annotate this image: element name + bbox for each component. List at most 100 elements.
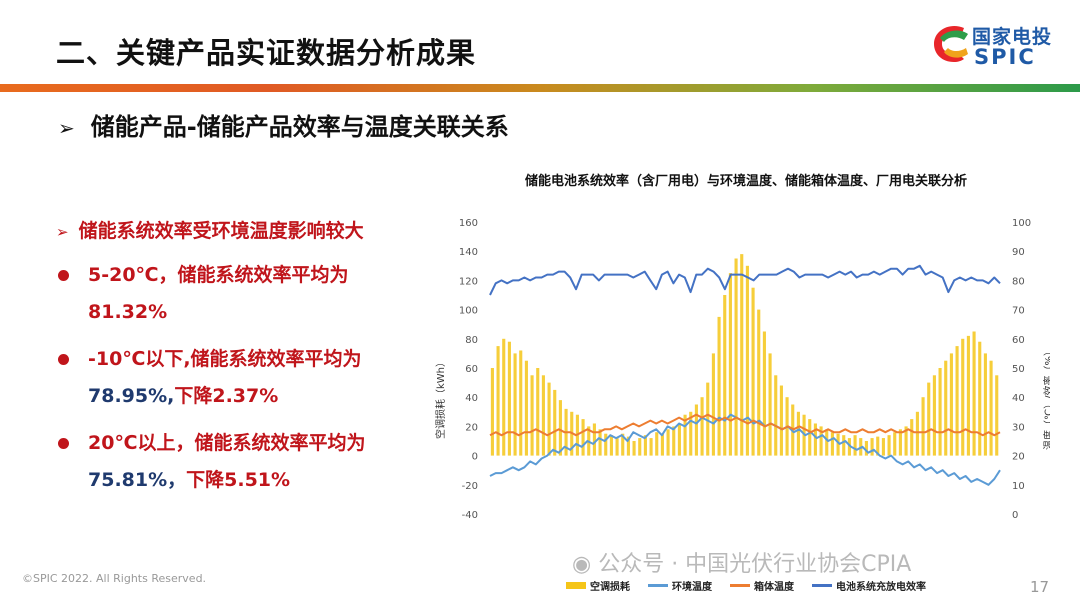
bullet-heading-text: 储能系统效率受环境温度影响较大 — [78, 220, 364, 242]
bar — [609, 435, 613, 456]
bar — [502, 338, 506, 456]
bar — [621, 433, 625, 456]
y-tick-label: -40 — [462, 510, 478, 521]
legend-label: 箱体温度 — [754, 582, 794, 593]
bar — [768, 353, 772, 456]
bar — [524, 360, 528, 456]
copyright: ©SPIC 2022. All Rights Reserved. — [22, 572, 207, 585]
y-tick-label: 20 — [465, 422, 478, 433]
y2-tick-label: 40 — [1012, 393, 1025, 404]
legend-item: 环境温度 — [648, 578, 712, 593]
bar — [706, 382, 710, 456]
bar — [825, 429, 829, 456]
bar — [581, 419, 585, 456]
bar — [955, 346, 959, 456]
bar — [870, 438, 874, 456]
legend-swatch — [730, 584, 750, 587]
bar — [904, 426, 908, 456]
bar — [638, 438, 642, 456]
y2-tick-label: 10 — [1012, 481, 1025, 492]
subtitle-text: 储能产品-储能产品效率与温度关联关系 — [90, 113, 509, 141]
cabinet-temperature-line — [489, 413, 1001, 437]
bar — [490, 368, 494, 456]
bar — [830, 432, 834, 456]
y2-tick-label: 30 — [1012, 422, 1025, 433]
bar — [694, 404, 698, 456]
bar — [519, 350, 523, 456]
bar — [944, 360, 948, 456]
bar — [921, 397, 925, 456]
bar — [927, 382, 931, 456]
bar — [643, 435, 647, 456]
legend-swatch — [648, 584, 668, 587]
bar — [881, 438, 885, 456]
bar — [507, 341, 511, 456]
page-title: 二、关键产品实证数据分析成果 — [56, 36, 477, 70]
dot-bullet-icon — [58, 438, 69, 449]
y-tick-label: 40 — [465, 393, 478, 404]
y-axis-label: 空调损耗（kWh） — [434, 357, 447, 439]
y-tick-label: 0 — [472, 452, 478, 463]
bar — [666, 429, 670, 456]
page-number: 17 — [1030, 578, 1050, 596]
bar — [547, 382, 551, 456]
bar — [689, 411, 693, 456]
bar — [700, 397, 704, 456]
dot-bullet-icon — [58, 270, 69, 281]
bar — [740, 254, 744, 456]
spic-logo: 国家电投 SPIC — [928, 20, 1058, 70]
arrow-bullet-icon: ➢ — [56, 223, 69, 241]
legend-label: 环境温度 — [672, 582, 712, 593]
bar — [910, 419, 914, 456]
legend-item: 空调损耗 — [566, 578, 630, 593]
efficiency-line — [489, 264, 1001, 296]
dot-bullet-icon — [58, 354, 69, 365]
bar — [836, 433, 840, 456]
bar — [530, 375, 534, 456]
y2-tick-label: 20 — [1012, 452, 1025, 463]
bar — [779, 385, 783, 456]
y-tick-label: 100 — [459, 306, 478, 317]
y2-tick-label: 90 — [1012, 247, 1025, 258]
y2-tick-label: 70 — [1012, 306, 1025, 317]
bullet-text: 20℃以上，储能系统效率平均为 — [88, 432, 366, 454]
bar — [893, 432, 897, 456]
bar — [757, 309, 761, 456]
wechat-icon: ◉ — [572, 552, 592, 577]
bar — [558, 400, 562, 456]
legend-item: 箱体温度 — [730, 578, 794, 593]
y-tick-label: -20 — [462, 481, 478, 492]
legend-item: 电池系统充放电效率 — [812, 578, 926, 593]
bar — [949, 353, 953, 456]
bar — [723, 295, 727, 456]
bar — [649, 438, 653, 456]
bar — [774, 375, 778, 456]
y-tick-label: 60 — [465, 364, 478, 375]
bullet-item: -10℃以下,储能系统效率平均为 78.95%,下降2.37% — [56, 341, 436, 415]
efficiency-temperature-chart: -40 -20 0 20 40 60 80 100 120 140 160 0 10 20 30 40 50 60… — [434, 218, 1050, 521]
bar — [842, 435, 846, 456]
bar — [513, 353, 517, 456]
bar — [745, 265, 749, 456]
bar — [762, 331, 766, 456]
logo-cn-text: 国家电投 — [972, 26, 1053, 48]
bullet-text: -10℃以下,储能系统效率平均为 — [88, 348, 362, 370]
bar — [592, 423, 596, 456]
bar — [734, 258, 738, 456]
legend-swatch — [812, 584, 832, 587]
watermark-label: 公众号 · 中国光伏行业协会CPIA — [598, 552, 912, 577]
bar — [938, 368, 942, 456]
bar — [853, 435, 857, 456]
bar — [961, 338, 965, 456]
bar — [978, 341, 982, 456]
bar — [615, 438, 619, 456]
y-tick-label: 140 — [459, 247, 478, 258]
bar — [604, 433, 608, 456]
y2-tick-label: 100 — [1012, 218, 1031, 229]
bar — [995, 375, 999, 456]
chart-title: 储能电池系统效率（含厂用电）与环境温度、储能箱体温度、厂用电关联分析 — [524, 174, 967, 189]
y2-axis-label: 温度（℃）/效率（%） — [1042, 346, 1050, 450]
bar — [808, 419, 812, 456]
bullet-value: 81.32% — [88, 301, 168, 323]
bar — [496, 346, 500, 456]
